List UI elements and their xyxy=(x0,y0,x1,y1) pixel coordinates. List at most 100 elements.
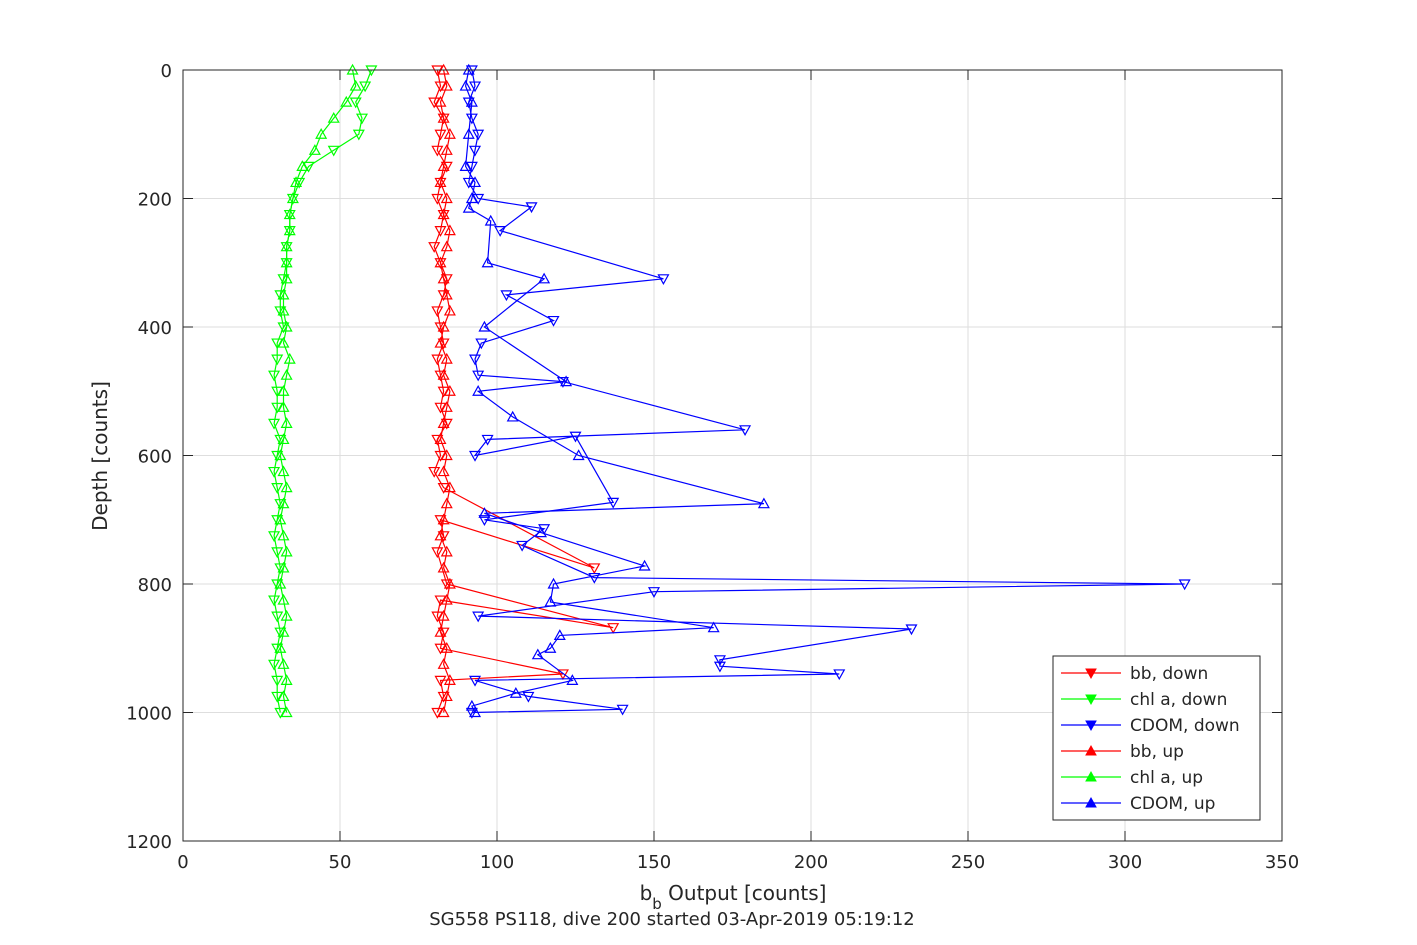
data-point xyxy=(443,304,456,316)
x-tick-label: 100 xyxy=(480,852,514,873)
data-point xyxy=(280,674,293,685)
data-point xyxy=(469,145,482,157)
data-point xyxy=(280,545,293,557)
data-point xyxy=(280,706,293,718)
data-point xyxy=(547,315,560,327)
data-point xyxy=(283,224,296,236)
data-point xyxy=(440,352,453,364)
data-point xyxy=(434,370,447,382)
chart-title: SG558 PS118, dive 200 started 03-Apr-201… xyxy=(429,909,915,930)
data-point xyxy=(437,386,450,398)
data-point xyxy=(531,648,544,660)
data-point xyxy=(566,674,579,685)
series-line xyxy=(279,69,357,713)
data-point xyxy=(274,642,287,653)
data-point xyxy=(440,449,453,461)
legend-marker xyxy=(1085,770,1097,782)
data-point xyxy=(440,401,453,412)
y-tick-label: 200 xyxy=(138,190,172,211)
data-point xyxy=(443,385,456,396)
data-point xyxy=(465,161,478,173)
data-point xyxy=(428,97,441,109)
data-point xyxy=(434,433,447,445)
data-point xyxy=(359,81,372,93)
data-point xyxy=(271,386,284,398)
data-point xyxy=(525,202,538,214)
data-point xyxy=(544,595,557,607)
data-point xyxy=(290,176,303,188)
data-point xyxy=(271,515,284,526)
x-tick-label: 0 xyxy=(177,852,188,873)
data-point xyxy=(274,449,287,461)
data-point xyxy=(522,691,535,703)
data-point xyxy=(472,370,485,382)
data-point xyxy=(431,193,444,205)
data-point xyxy=(280,368,293,380)
legend-item[interactable]: bb, up xyxy=(1061,742,1184,762)
legend-item[interactable]: CDOM, up xyxy=(1061,794,1215,814)
legend-item[interactable]: CDOM, down xyxy=(1061,716,1240,736)
y-tick-label: 400 xyxy=(138,318,172,339)
legend-marker xyxy=(1085,744,1097,756)
data-point xyxy=(440,418,453,430)
data-point xyxy=(437,706,450,718)
data-point xyxy=(434,675,447,687)
data-point xyxy=(459,79,472,91)
data-point xyxy=(462,97,475,109)
data-point xyxy=(607,497,620,509)
series-4 xyxy=(274,63,362,718)
series-2 xyxy=(462,65,1191,719)
data-point xyxy=(437,208,450,220)
legend-marker xyxy=(1085,796,1097,808)
data-point xyxy=(437,417,450,428)
data-point xyxy=(274,513,287,525)
data-point xyxy=(437,561,450,573)
data-point xyxy=(271,402,284,414)
data-point xyxy=(271,643,284,655)
data-point xyxy=(274,306,287,318)
data-point xyxy=(271,338,284,350)
data-point xyxy=(280,240,293,252)
legend-item[interactable]: chl a, up xyxy=(1061,768,1203,788)
x-axis-label-main: b xyxy=(640,881,653,905)
legend-label: bb, up xyxy=(1130,742,1184,762)
legend-item[interactable]: bb, down xyxy=(1061,664,1208,684)
data-point xyxy=(277,593,290,605)
data-point xyxy=(469,450,482,462)
data-point xyxy=(431,306,444,318)
data-point xyxy=(437,368,450,380)
data-point xyxy=(268,659,281,671)
data-point xyxy=(434,643,447,655)
data-point xyxy=(478,507,491,518)
data-point xyxy=(475,338,488,350)
data-point xyxy=(434,625,447,637)
y-tick-label: 1000 xyxy=(126,704,172,725)
legend-label: CDOM, down xyxy=(1130,716,1240,736)
data-point xyxy=(534,526,547,538)
data-point xyxy=(544,642,557,653)
legend-item[interactable]: chl a, down xyxy=(1061,690,1227,710)
data-point xyxy=(293,177,306,189)
data-point xyxy=(500,290,513,302)
data-point xyxy=(434,95,447,107)
legend[interactable]: bb, down chl a, down CDOM, down bb, up chl a… xyxy=(1052,655,1261,821)
legend-label: chl a, down xyxy=(1130,690,1227,710)
data-point xyxy=(440,192,453,204)
data-point xyxy=(707,621,720,633)
data-point xyxy=(443,128,456,139)
data-point xyxy=(443,224,456,236)
x-tick-label: 150 xyxy=(637,852,671,873)
data-point xyxy=(506,410,519,422)
data-point xyxy=(349,79,362,91)
data-point xyxy=(462,201,475,213)
data-point xyxy=(268,370,281,382)
data-point xyxy=(516,540,529,552)
data-point xyxy=(277,336,290,348)
data-point xyxy=(437,160,450,171)
legend-label: CDOM, up xyxy=(1130,794,1215,814)
data-point xyxy=(469,81,482,93)
data-point xyxy=(440,144,453,155)
data-point xyxy=(440,642,453,653)
data-point xyxy=(465,192,478,204)
